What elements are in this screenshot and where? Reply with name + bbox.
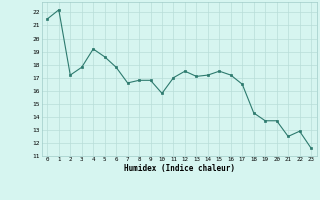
X-axis label: Humidex (Indice chaleur): Humidex (Indice chaleur) — [124, 164, 235, 173]
